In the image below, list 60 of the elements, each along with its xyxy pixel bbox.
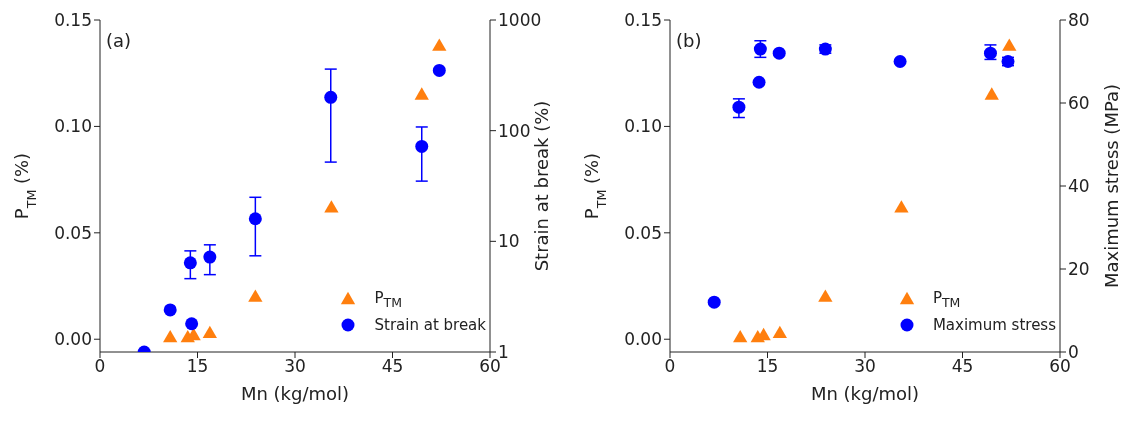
- x-tick-label: 45: [951, 356, 974, 377]
- y-tick-label: 0.10: [624, 116, 662, 137]
- point: [248, 212, 262, 226]
- x-tick-label: 60: [1049, 356, 1071, 377]
- point: [432, 38, 447, 51]
- annotation: (b): [676, 30, 702, 51]
- point: [984, 87, 999, 100]
- point: [732, 100, 746, 114]
- legend-label: P$_{TM}$: [374, 288, 402, 310]
- y2-tick-label: 60: [1068, 93, 1090, 114]
- y2-tick-label: 100: [498, 120, 531, 141]
- y2-tick-label: 20: [1068, 259, 1090, 280]
- x-tick-label: 0: [664, 356, 676, 377]
- point: [818, 289, 833, 302]
- point: [1002, 38, 1017, 51]
- x-tick-label: 30: [854, 356, 876, 377]
- point: [324, 90, 338, 104]
- x-tick-label: 0: [94, 356, 106, 377]
- point: [203, 250, 217, 264]
- y-tick-label: 0.10: [54, 116, 92, 137]
- point: [185, 317, 199, 331]
- y2-axis-title: Maximum stress (MPa): [1101, 83, 1122, 289]
- y2-tick-label: 40: [1068, 176, 1090, 197]
- legend-label: P$_{TM}$: [932, 288, 961, 310]
- point: [324, 200, 339, 213]
- x-tick-label: 45: [381, 356, 404, 377]
- point: [752, 75, 766, 89]
- point: [163, 329, 178, 343]
- x-tick-label: 15: [756, 356, 779, 377]
- y-tick-label: 0.00: [624, 329, 662, 350]
- y-tick-label: 0.05: [624, 222, 662, 243]
- point: [893, 55, 907, 68]
- x-axis-title: Mn (kg/mol): [810, 383, 920, 404]
- point: [414, 87, 429, 100]
- y-tick-label: 0.15: [624, 10, 662, 31]
- point: [772, 325, 787, 339]
- point: [772, 46, 786, 60]
- x-axis-title: Mn (kg/mol): [240, 383, 350, 404]
- y-tick-label: 0.00: [54, 329, 92, 350]
- y2-axis-title: Strain at break (%): [531, 100, 552, 272]
- y2-tick-label: 1000: [498, 10, 542, 31]
- point: [432, 63, 446, 77]
- point: [894, 200, 909, 213]
- point: [202, 325, 217, 339]
- y-tick-label: 0.15: [54, 10, 92, 31]
- x-tick-label: 15: [186, 356, 209, 377]
- y-tick-label: 0.05: [54, 222, 92, 243]
- legend-label: Strain at break: [374, 316, 486, 334]
- point: [415, 139, 429, 153]
- y2-tick-label: 80: [1068, 10, 1090, 31]
- x-tick-label: 60: [479, 356, 501, 377]
- point: [183, 256, 197, 270]
- y2-tick-label: 10: [498, 231, 520, 252]
- x-tick-label: 30: [284, 356, 306, 377]
- point: [707, 295, 721, 309]
- annotation: (a): [106, 30, 132, 51]
- point: [163, 303, 177, 317]
- point: [248, 289, 263, 302]
- point: [733, 329, 748, 343]
- legend-label: Maximum stress: [932, 316, 1056, 334]
